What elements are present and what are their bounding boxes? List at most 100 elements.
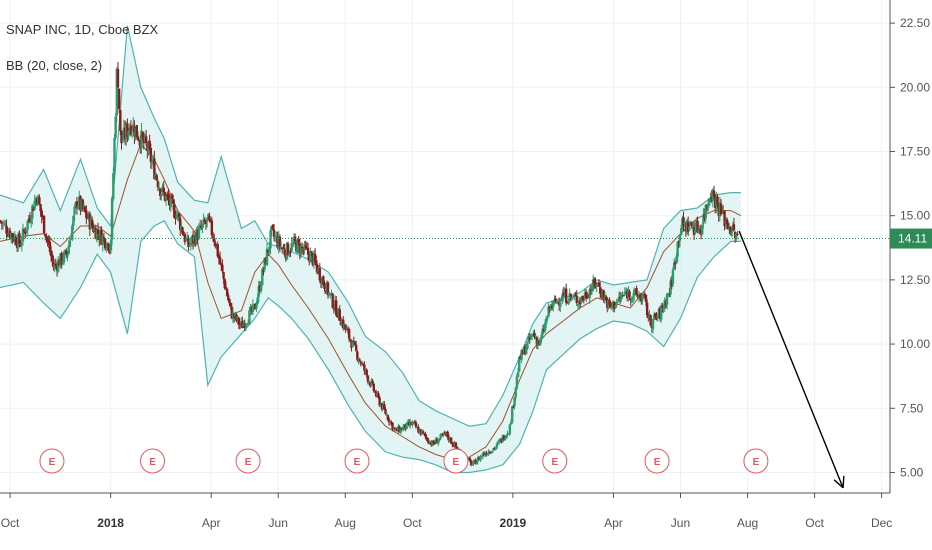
candle-body [256,297,259,304]
candle-body [281,248,284,250]
candle-body [712,190,716,196]
candle-body [18,233,21,245]
earnings-circle [140,448,166,474]
candle-body [67,245,70,254]
earnings-marker[interactable]: E [140,448,166,474]
candle-body [177,214,181,217]
candle-body [331,293,334,308]
candle-body [486,453,489,456]
candle-body [665,293,669,305]
earnings-marker[interactable]: E [644,448,670,474]
candle-body [14,237,18,246]
price-tick-label: 7.50 [900,401,924,415]
candle-body [107,243,110,252]
candle-body [635,288,638,296]
earnings-marker[interactable]: E [344,448,370,474]
candle-body [160,193,163,196]
candle-body [432,440,435,444]
candle-body [136,136,140,141]
candle-body [575,295,578,304]
candle-body [475,461,479,465]
candle-body [508,424,512,435]
candle-body [356,351,359,360]
candle-body [238,323,242,325]
candle-body [183,234,187,243]
candle-body [315,260,318,266]
candle-body [2,222,6,225]
earnings-marker[interactable]: E [235,448,261,474]
candle-body [127,130,130,137]
time-tick-label: Oct [1,516,20,530]
earnings-label: E [551,457,558,468]
candle-body [46,237,49,241]
candle-body [636,294,639,298]
price-axis[interactable]: 22.50 20.00 17.50 15.00 12.50 10.00 7.50 5.00 14… [889,0,932,493]
candle-body [109,240,113,251]
candle-body [533,332,536,338]
candle-body [609,303,612,308]
earnings-label: E [354,457,361,468]
candle-body [421,431,425,433]
candle-body [203,219,207,223]
candle-body [617,296,621,302]
candle-body [48,241,52,252]
earnings-marker[interactable]: E [443,448,469,474]
candle-body [573,295,576,297]
candle-body [584,291,588,298]
candle-body [502,435,506,440]
candle-body [49,251,53,257]
projection-line [738,230,844,489]
candle-body [672,262,676,269]
candle-body [296,239,299,254]
candle-body [24,231,27,234]
candle-body [349,339,352,341]
candle-body [66,254,69,257]
candle-body [126,123,129,138]
candle-body [114,116,117,138]
candle-body [561,293,564,302]
candle-body [391,422,394,430]
candle-body [170,194,174,199]
candle-body [390,421,393,423]
candle-body [44,233,47,237]
indicator-legend[interactable]: BB (20, close, 2) [6,58,103,73]
candle-body [4,224,7,226]
candle-body [676,242,679,257]
candle-body [386,415,390,421]
candle-body [251,304,255,312]
candle-body [682,217,685,226]
earnings-label: E [654,457,661,468]
candle-body [413,421,417,424]
candle-body [197,227,201,239]
candle-body [546,317,549,320]
candle-body [559,302,562,307]
earnings-marker[interactable]: E [39,448,65,474]
candle-body [213,238,216,243]
candle-body [708,198,711,206]
earnings-marker[interactable]: E [743,448,769,474]
candle-body [620,297,623,300]
candle-body [229,302,232,306]
candle-body [683,223,686,225]
earnings-marker[interactable]: E [542,448,568,474]
symbol-legend[interactable]: SNAP INC, 1D, Cboe BZX [6,22,159,37]
candle-body [205,217,209,222]
candle-body [652,314,656,320]
candle-body [543,323,547,332]
candle-body [645,302,649,316]
candle-body [135,125,138,137]
candle-body [514,387,517,398]
candle-body [604,296,608,300]
candle-body [372,383,375,391]
candle-body [51,254,54,261]
candle-body [581,296,584,299]
candle-body [554,298,557,303]
candle-body [224,286,228,290]
candle-body [335,300,338,316]
earnings-circle [542,448,568,474]
time-axis[interactable]: Oct 2018 Apr Jun Aug Oct 2019 Apr Jun Aug Oct Dec [0,492,892,530]
candle-body [338,309,341,321]
candle-body [83,206,87,212]
candle-body [300,247,304,249]
